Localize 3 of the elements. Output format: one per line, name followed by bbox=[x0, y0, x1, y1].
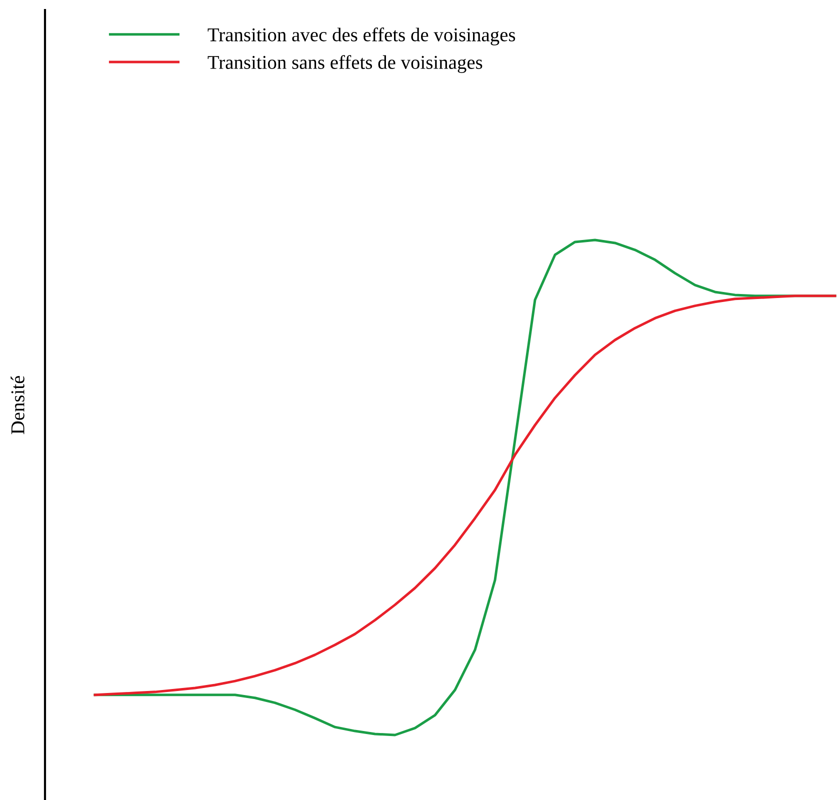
y-axis-title: Densité bbox=[10, 376, 24, 434]
legend-label: Transition avec des effets de voisinages bbox=[208, 28, 516, 46]
legend-label: Transition sans effets de voisinages bbox=[208, 55, 482, 73]
